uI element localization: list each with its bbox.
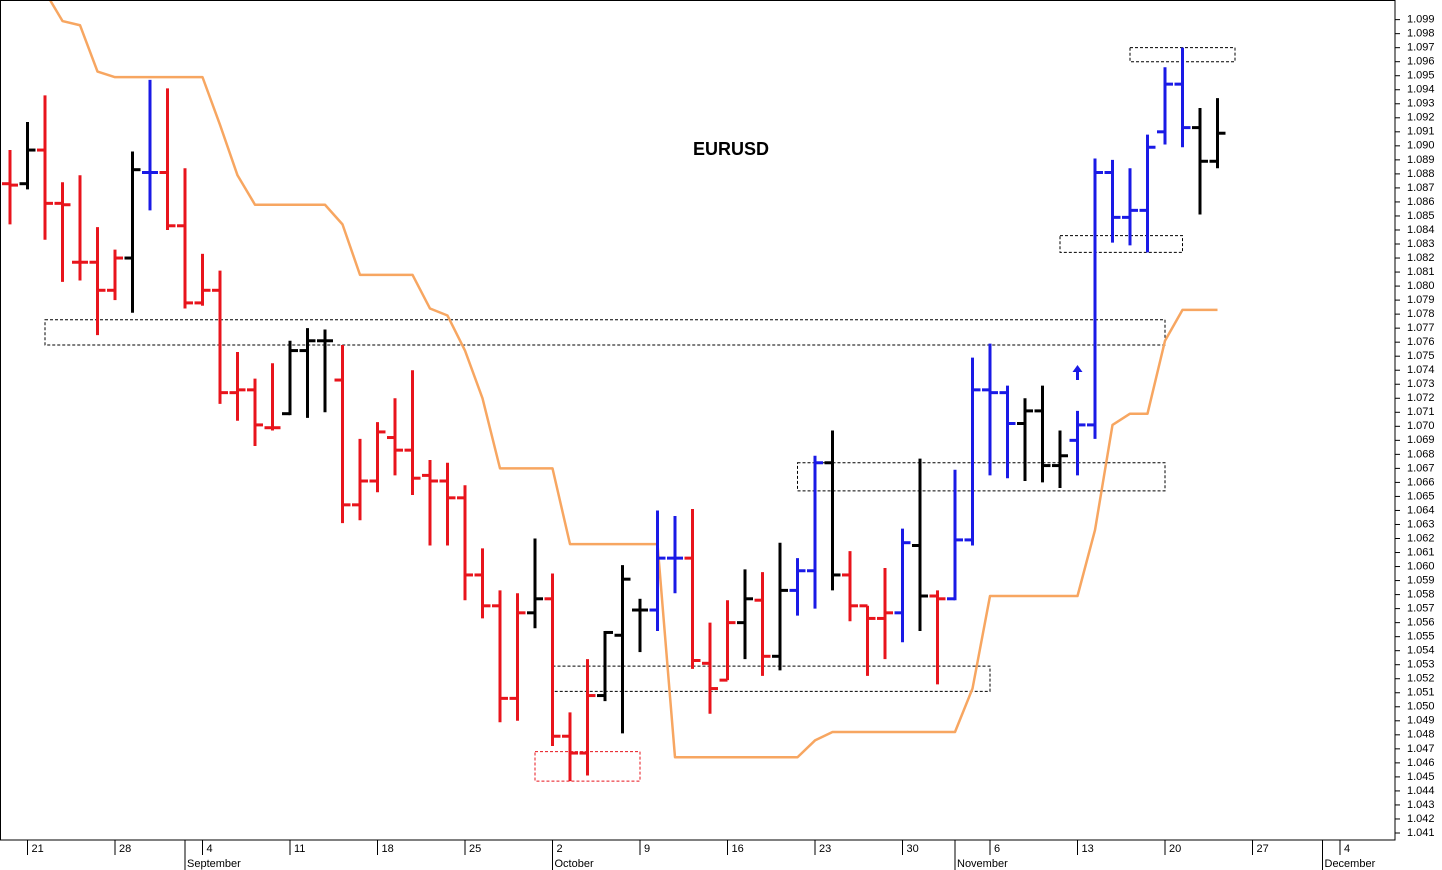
zone [797, 462, 1166, 492]
zone [1059, 235, 1183, 253]
y-tick-label: 1.055 [1407, 631, 1435, 643]
y-tick-label: 1.099 [1407, 14, 1435, 26]
month-label: November [957, 858, 1008, 870]
x-tick-label: 20 [1169, 843, 1181, 855]
y-tick-label: 1.097 [1407, 42, 1435, 54]
y-tick-label: 1.059 [1407, 574, 1435, 586]
y-tick-label: 1.042 [1407, 813, 1435, 825]
y-tick-label: 1.080 [1407, 280, 1435, 292]
y-tick-label: 1.093 [1407, 98, 1435, 110]
x-tick-label: 4 [1344, 843, 1350, 855]
y-tick-label: 1.049 [1407, 715, 1435, 727]
y-tick-label: 1.074 [1407, 364, 1435, 376]
y-tick-label: 1.088 [1407, 168, 1435, 180]
x-tick-label: 13 [1082, 843, 1094, 855]
y-tick-label: 1.043 [1407, 799, 1435, 811]
y-tick-label: 1.076 [1407, 336, 1435, 348]
y-tick-label: 1.092 [1407, 112, 1435, 124]
y-tick-label: 1.095 [1407, 70, 1435, 82]
y-tick-label: 1.073 [1407, 378, 1435, 390]
y-tick-label: 1.094 [1407, 84, 1435, 96]
y-tick-label: 1.072 [1407, 392, 1435, 404]
y-tick-label: 1.061 [1407, 546, 1435, 558]
y-tick-label: 1.056 [1407, 617, 1435, 629]
y-tick-label: 1.047 [1407, 743, 1435, 755]
x-tick-label: 30 [907, 843, 919, 855]
x-tick-label: 9 [644, 843, 650, 855]
y-tick-label: 1.079 [1407, 294, 1435, 306]
y-tick-label: 1.062 [1407, 532, 1435, 544]
y-tick-label: 1.083 [1407, 238, 1435, 250]
y-tick-label: 1.044 [1407, 785, 1435, 797]
y-tick-label: 1.064 [1407, 504, 1435, 516]
x-tick-label: 6 [994, 843, 1000, 855]
x-tick-label: 2 [557, 843, 563, 855]
x-tick-label: 25 [469, 843, 481, 855]
y-tick-label: 1.060 [1407, 560, 1435, 572]
y-tick-label: 1.054 [1407, 645, 1435, 657]
x-tick-label: 16 [732, 843, 744, 855]
y-tick-label: 1.065 [1407, 490, 1435, 502]
x-tick-label: 27 [1257, 843, 1269, 855]
x-tick-label: 28 [119, 843, 131, 855]
y-tick-label: 1.058 [1407, 588, 1435, 600]
y-tick-label: 1.081 [1407, 266, 1435, 278]
y-tick-label: 1.096 [1407, 56, 1435, 68]
y-tick-label: 1.063 [1407, 518, 1435, 530]
month-label: October [555, 858, 594, 870]
x-tick-label: 4 [207, 843, 213, 855]
y-tick-label: 1.089 [1407, 154, 1435, 166]
y-tick-label: 1.077 [1407, 322, 1435, 334]
y-tick-label: 1.045 [1407, 771, 1435, 783]
x-tick-label: 23 [819, 843, 831, 855]
x-tick-label: 21 [32, 843, 44, 855]
chart-title: EURUSD [693, 139, 769, 159]
trailing-line [48, 0, 1218, 759]
signal-arrow [1072, 365, 1083, 381]
month-label: September [187, 858, 241, 870]
y-tick-label: 1.041 [1407, 827, 1435, 839]
y-tick-label: 1.053 [1407, 659, 1435, 671]
y-tick-label: 1.067 [1407, 462, 1435, 474]
y-tick-label: 1.087 [1407, 182, 1435, 194]
y-tick-label: 1.071 [1407, 406, 1435, 418]
plot-area [2, 0, 1236, 782]
x-tick-label: 18 [382, 843, 394, 855]
zone [44, 319, 1166, 346]
x-tick-label: 11 [294, 843, 305, 855]
y-tick-label: 1.078 [1407, 308, 1435, 320]
y-tick-label: 1.086 [1407, 196, 1435, 208]
y-tick-label: 1.068 [1407, 448, 1435, 460]
y-tick-label: 1.069 [1407, 434, 1435, 446]
y-tick-label: 1.066 [1407, 476, 1435, 488]
y-tick-label: 1.090 [1407, 140, 1435, 152]
y-tick-label: 1.091 [1407, 126, 1435, 138]
y-tick-label: 1.046 [1407, 757, 1435, 769]
y-tick-label: 1.057 [1407, 603, 1435, 615]
y-tick-label: 1.050 [1407, 701, 1435, 713]
y-tick-label: 1.048 [1407, 729, 1435, 741]
month-label: December [1325, 858, 1376, 870]
y-tick-label: 1.098 [1407, 28, 1435, 40]
y-tick-label: 1.084 [1407, 224, 1435, 236]
y-tick-label: 1.051 [1407, 687, 1435, 699]
y-tick-label: 1.070 [1407, 420, 1435, 432]
y-tick-label: 1.085 [1407, 210, 1435, 222]
y-tick-label: 1.075 [1407, 350, 1435, 362]
y-tick-label: 1.082 [1407, 252, 1435, 264]
y-tick-label: 1.052 [1407, 673, 1435, 685]
plot-frame [0, 0, 1396, 841]
